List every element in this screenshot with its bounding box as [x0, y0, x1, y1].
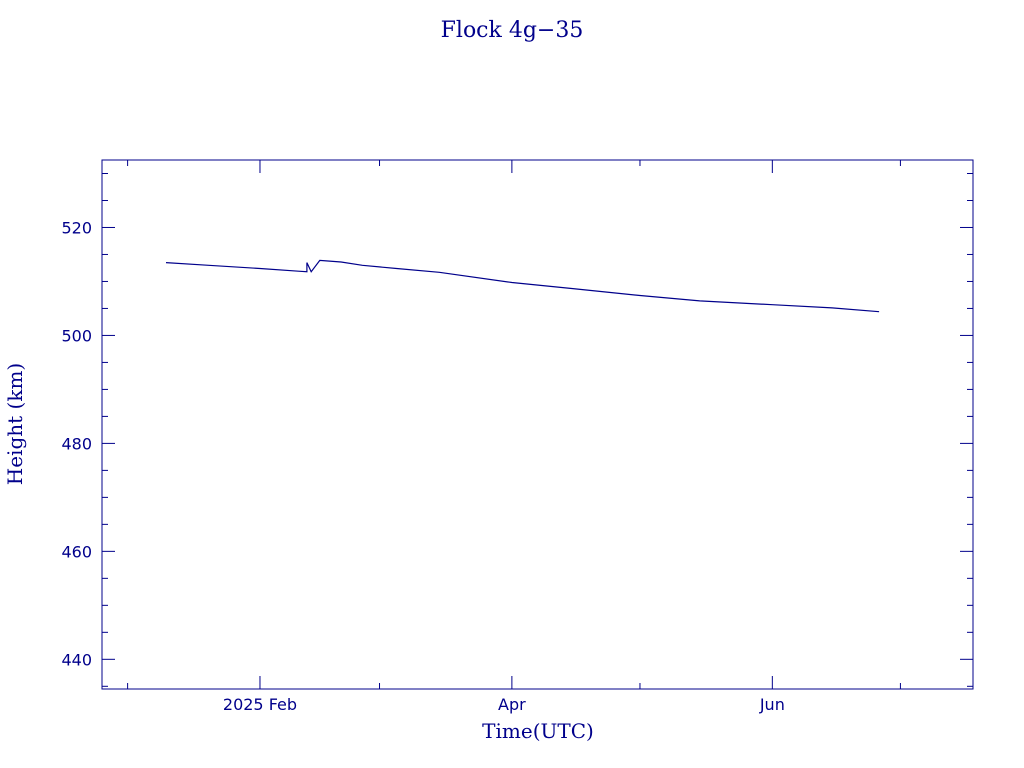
y-tick-labels: 440 460 480 500 520 — [61, 218, 92, 669]
plot-frame — [101, 159, 974, 690]
y-tick-label: 480 — [61, 434, 92, 453]
chart-title: Flock 4g−35 — [441, 18, 584, 43]
height-series-line — [165, 259, 880, 313]
x-tick-label: 2025 Feb — [223, 695, 297, 714]
y-axis-label: Height (km) — [3, 363, 27, 485]
x-tick-label: Apr — [498, 695, 526, 714]
y-tick-label: 500 — [61, 326, 92, 345]
y-tick-label: 440 — [61, 650, 92, 669]
y-tick-label: 520 — [61, 218, 92, 237]
x-tick-labels: 2025 Feb Apr Jun — [223, 695, 785, 714]
x-tick-label: Jun — [759, 695, 785, 714]
y-tick-label: 460 — [61, 542, 92, 561]
x-axis-label: Time(UTC) — [482, 719, 594, 743]
axis-ticks — [102, 160, 973, 689]
